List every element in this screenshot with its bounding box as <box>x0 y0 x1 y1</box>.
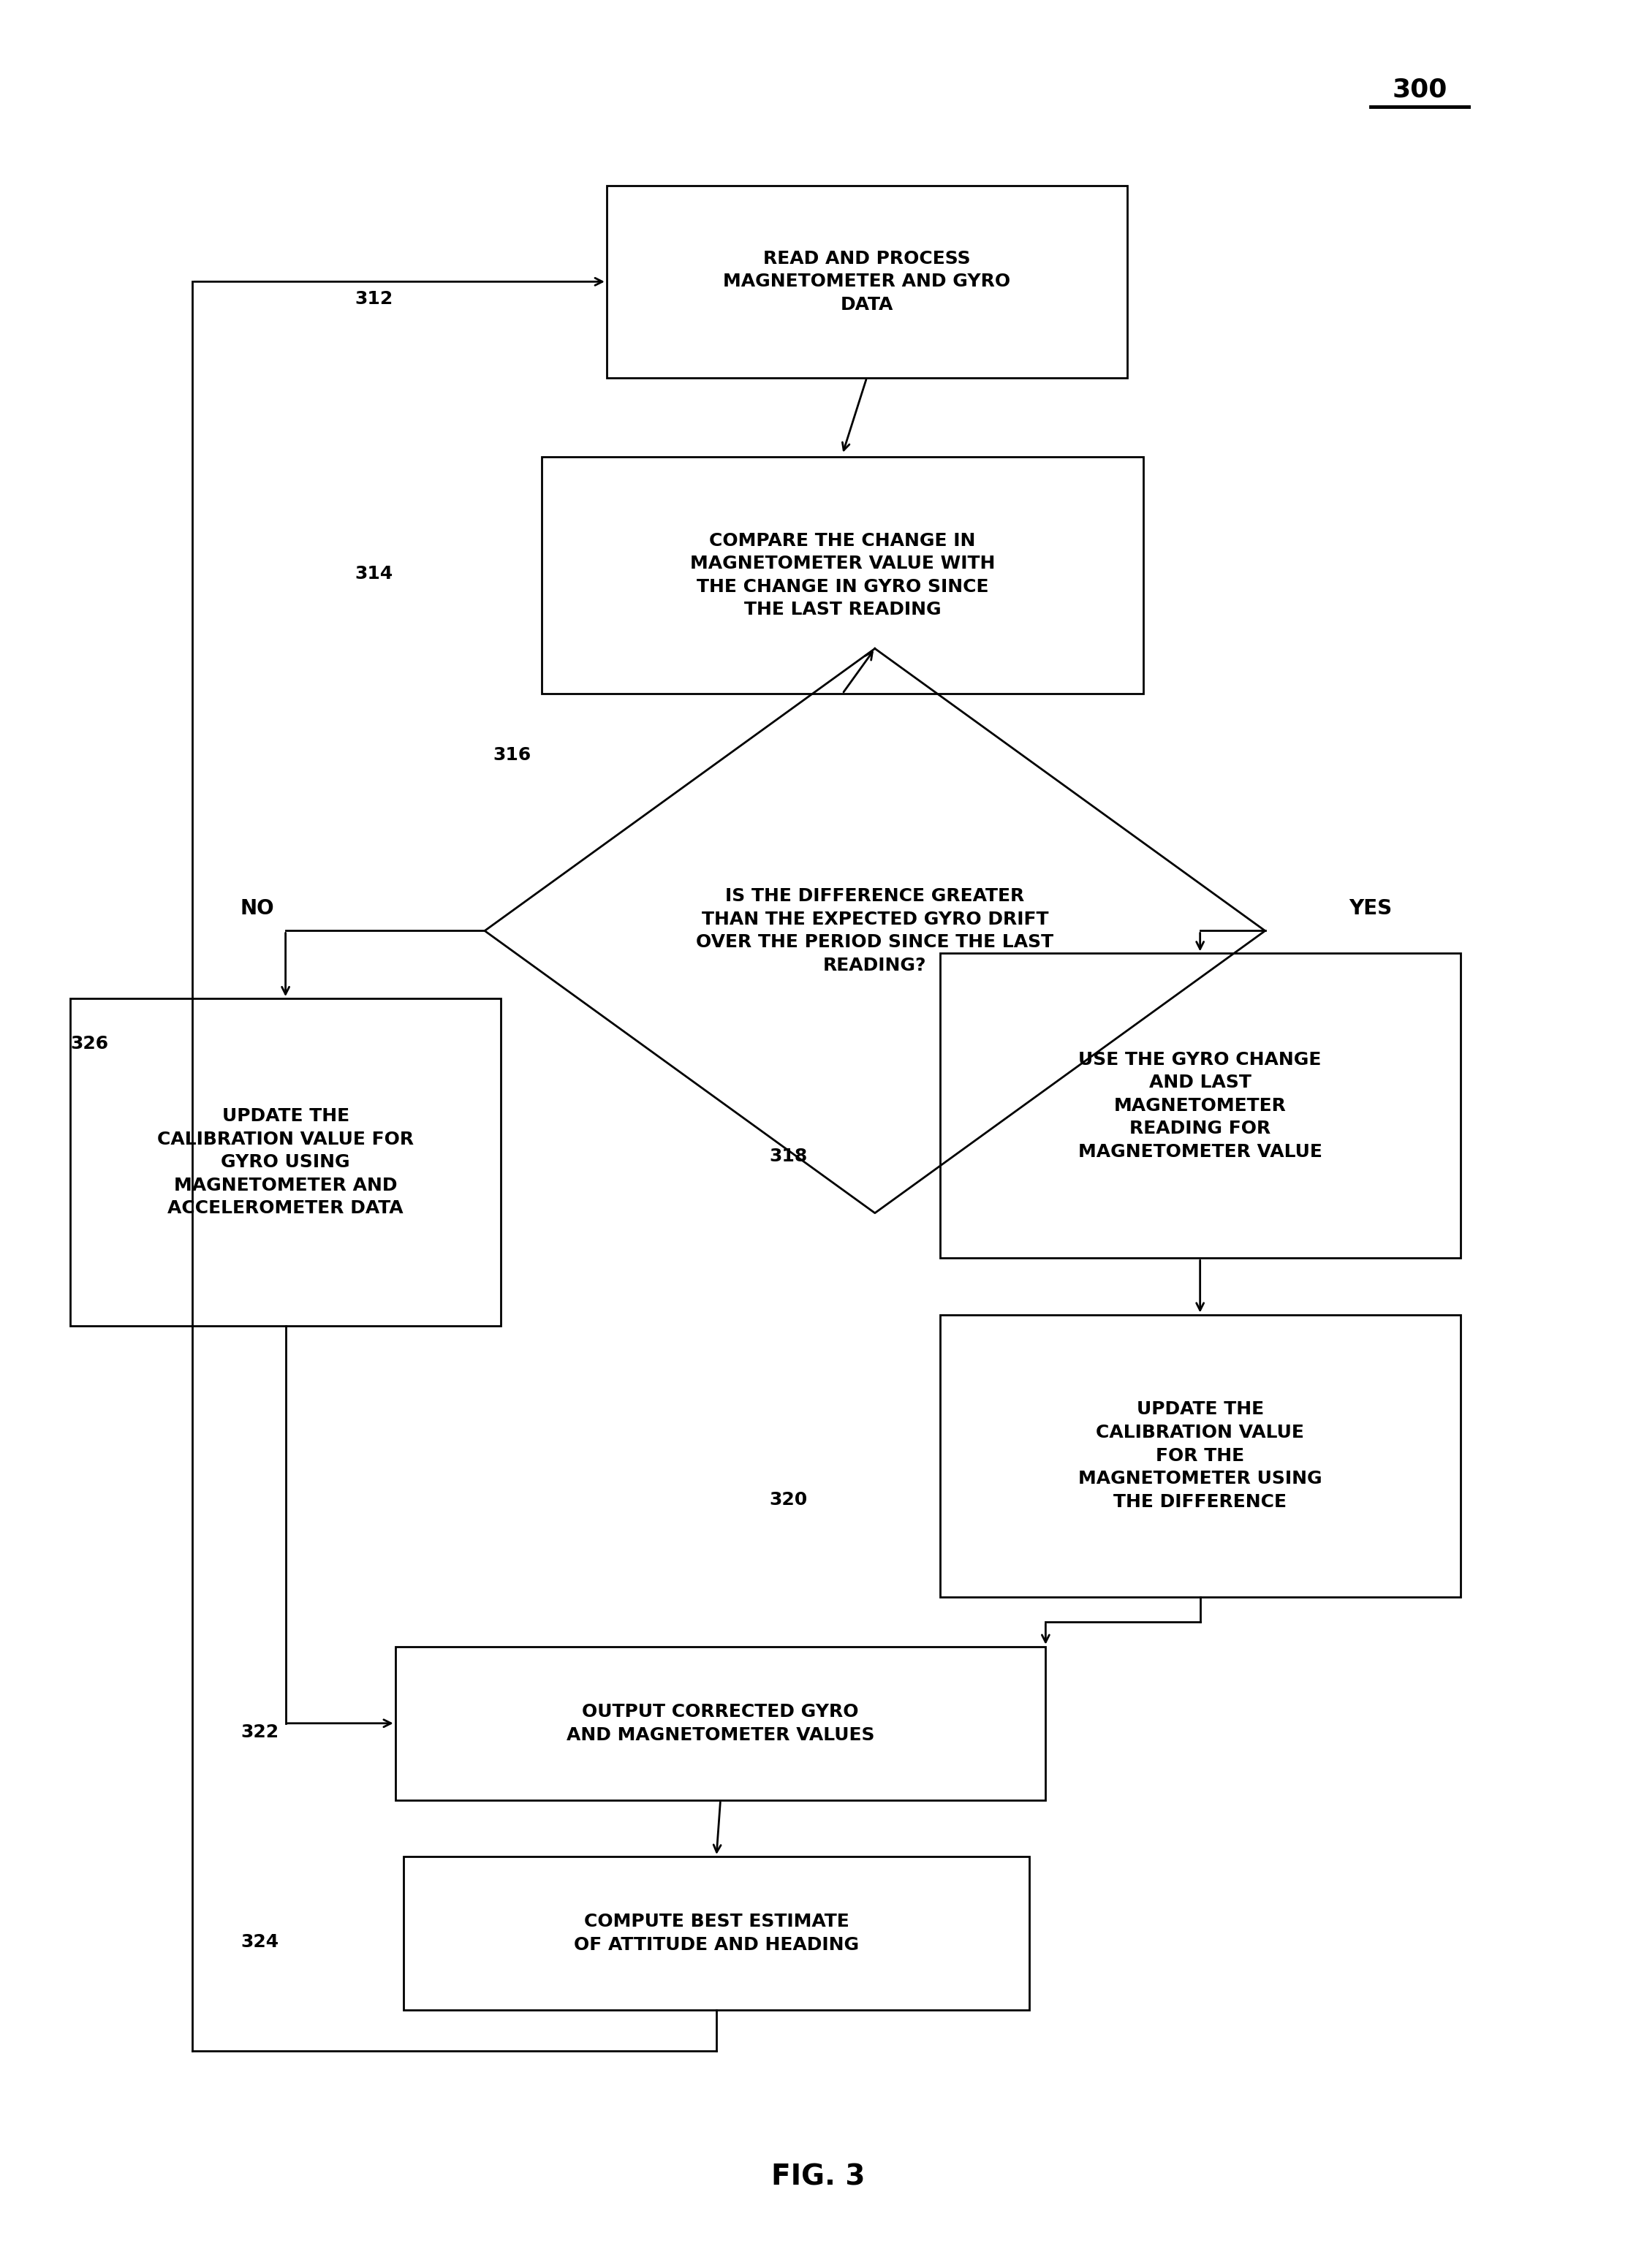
Text: 316: 316 <box>492 746 532 764</box>
FancyBboxPatch shape <box>542 456 1144 694</box>
Polygon shape <box>484 649 1265 1213</box>
Text: NO: NO <box>240 898 275 919</box>
Text: OUTPUT CORRECTED GYRO
AND MAGNETOMETER VALUES: OUTPUT CORRECTED GYRO AND MAGNETOMETER V… <box>566 1703 875 1744</box>
Text: YES: YES <box>1350 898 1392 919</box>
Text: USE THE GYRO CHANGE
AND LAST
MAGNETOMETER
READING FOR
MAGNETOMETER VALUE: USE THE GYRO CHANGE AND LAST MAGNETOMETE… <box>1078 1050 1322 1161</box>
FancyBboxPatch shape <box>70 998 501 1327</box>
Text: COMPARE THE CHANGE IN
MAGNETOMETER VALUE WITH
THE CHANGE IN GYRO SINCE
THE LAST : COMPARE THE CHANGE IN MAGNETOMETER VALUE… <box>690 531 995 619</box>
FancyBboxPatch shape <box>941 1315 1461 1597</box>
Text: IS THE DIFFERENCE GREATER
THAN THE EXPECTED GYRO DRIFT
OVER THE PERIOD SINCE THE: IS THE DIFFERENCE GREATER THAN THE EXPEC… <box>697 887 1054 975</box>
Text: COMPUTE BEST ESTIMATE
OF ATTITUDE AND HEADING: COMPUTE BEST ESTIMATE OF ATTITUDE AND HE… <box>574 1912 859 1953</box>
Text: UPDATE THE
CALIBRATION VALUE
FOR THE
MAGNETOMETER USING
THE DIFFERENCE: UPDATE THE CALIBRATION VALUE FOR THE MAG… <box>1078 1402 1322 1510</box>
Text: 314: 314 <box>355 565 393 583</box>
FancyBboxPatch shape <box>607 186 1127 376</box>
Text: 326: 326 <box>70 1034 108 1052</box>
Text: FIG. 3: FIG. 3 <box>771 2164 865 2191</box>
Text: 312: 312 <box>355 290 393 308</box>
FancyBboxPatch shape <box>396 1647 1045 1801</box>
Text: 324: 324 <box>240 1935 278 1950</box>
Text: 300: 300 <box>1392 77 1448 102</box>
Text: UPDATE THE
CALIBRATION VALUE FOR
GYRO USING
MAGNETOMETER AND
ACCELEROMETER DATA: UPDATE THE CALIBRATION VALUE FOR GYRO US… <box>157 1107 414 1218</box>
Text: 320: 320 <box>769 1490 808 1508</box>
Text: READ AND PROCESS
MAGNETOMETER AND GYRO
DATA: READ AND PROCESS MAGNETOMETER AND GYRO D… <box>723 249 1011 313</box>
Text: 322: 322 <box>240 1724 278 1742</box>
FancyBboxPatch shape <box>404 1857 1029 2009</box>
Text: 318: 318 <box>769 1148 808 1166</box>
FancyBboxPatch shape <box>941 953 1461 1259</box>
